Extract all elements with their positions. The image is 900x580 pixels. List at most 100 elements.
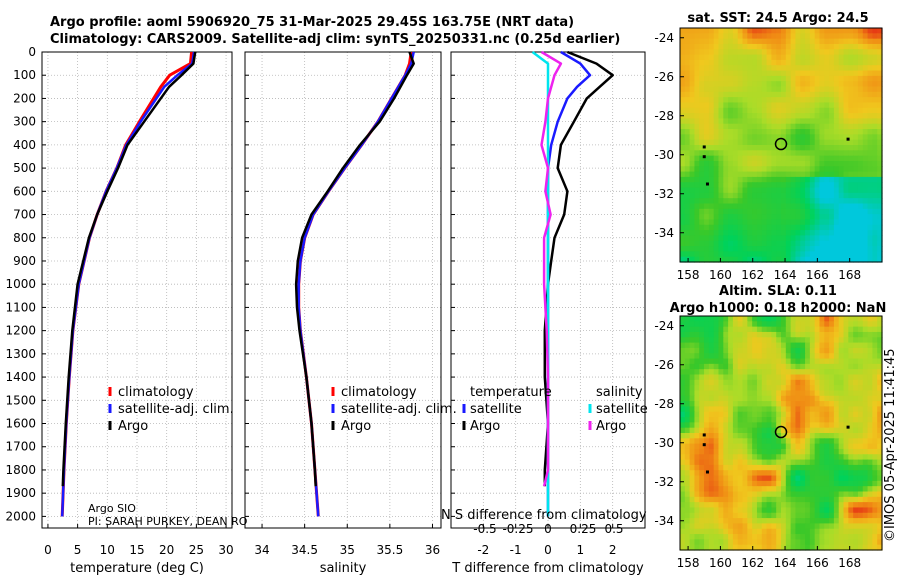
- map2-cell: [776, 422, 782, 429]
- map1-cell: [737, 224, 744, 231]
- map1-ytick-label: -32: [654, 187, 674, 201]
- map1-cell: [877, 246, 883, 252]
- map1-cell: [718, 214, 724, 221]
- map2-cell: [848, 422, 854, 429]
- map1-cell: [737, 49, 744, 56]
- map2-cell: [809, 454, 816, 461]
- map1-cell: [728, 166, 734, 173]
- map2-cell: [699, 353, 705, 360]
- map2-cell: [800, 534, 806, 540]
- map2-cell: [843, 528, 849, 535]
- map2-cell: [728, 321, 734, 328]
- map2-cell: [732, 443, 739, 450]
- map2-cell: [862, 395, 869, 402]
- map2-cell: [737, 321, 744, 328]
- map2-cell: [785, 406, 792, 413]
- p1-legend-label: climatology: [118, 385, 194, 400]
- map1-cell: [848, 230, 854, 237]
- map2-cell: [694, 331, 700, 338]
- map1-cell: [699, 38, 705, 45]
- map2-cell: [756, 523, 763, 530]
- map1-cell: [718, 139, 724, 146]
- map1-cell: [857, 150, 864, 157]
- map1-cell: [800, 54, 806, 61]
- map2-cell: [737, 331, 744, 338]
- map2-cell: [708, 422, 715, 429]
- map1-cell: [718, 113, 724, 120]
- map1-cell: [872, 155, 878, 162]
- map1-cell: [843, 113, 849, 120]
- map2-cell: [747, 470, 753, 477]
- map2-cell: [829, 470, 835, 477]
- map2-cell: [814, 443, 821, 450]
- map1-cell: [776, 160, 782, 167]
- map2-cell: [843, 342, 849, 349]
- map2-cell: [781, 390, 787, 397]
- map2-cell: [689, 443, 696, 450]
- map1-cell: [680, 240, 686, 247]
- map2-cell: [800, 342, 806, 349]
- map2-cell: [814, 523, 821, 530]
- map2-cell: [742, 422, 748, 429]
- map1-cell: [747, 107, 753, 114]
- map2-cell: [704, 427, 710, 434]
- map1-cell: [723, 235, 729, 242]
- map2-cell: [742, 427, 748, 434]
- depth-tick-label: 1400: [5, 370, 36, 384]
- map1-cell: [790, 75, 797, 82]
- map2-cell: [800, 406, 806, 413]
- map2-cell: [713, 337, 720, 344]
- map1-cell: [761, 176, 768, 183]
- map1-cell: [877, 145, 883, 151]
- map1-cell: [747, 54, 753, 61]
- map1-cell: [761, 86, 768, 93]
- map2-cell: [771, 496, 777, 503]
- map1-cell: [800, 171, 806, 178]
- map2-cell: [867, 395, 873, 402]
- map1-cell: [771, 139, 777, 146]
- map2-cell: [853, 406, 859, 413]
- map2-cell: [805, 363, 811, 370]
- map2-cell: [833, 539, 840, 546]
- map1-cell: [857, 28, 864, 34]
- map2-xtick-label: 158: [677, 556, 700, 570]
- map1-cell: [742, 256, 748, 263]
- map2-cell: [737, 507, 744, 514]
- map2-cell: [790, 390, 797, 397]
- map2-cell: [680, 385, 686, 392]
- map1-cell: [877, 54, 883, 61]
- map1-cell: [867, 43, 873, 50]
- map1-cell: [824, 251, 830, 258]
- map2-cell: [857, 406, 864, 413]
- map1-cell: [824, 107, 830, 114]
- map1-cell: [728, 251, 734, 258]
- map2-cell: [747, 443, 753, 450]
- map2-cell: [737, 347, 744, 354]
- map2-cell: [756, 486, 763, 493]
- map1-cell: [785, 214, 792, 221]
- map2-cell: [747, 406, 753, 413]
- map1-cell: [756, 160, 763, 167]
- map1-cell: [814, 230, 821, 237]
- map2-cell: [819, 464, 825, 471]
- map2-cell: [728, 528, 734, 535]
- map1-cell: [785, 208, 792, 215]
- map1-cell: [872, 86, 878, 93]
- map2-cell: [756, 417, 763, 423]
- map1-cell: [848, 166, 854, 173]
- map2-cell: [694, 486, 700, 493]
- map1-cell: [756, 192, 763, 199]
- map1-cell: [699, 97, 705, 104]
- map1-cell: [857, 155, 864, 162]
- map1-cell: [843, 155, 849, 162]
- map1-cell: [756, 97, 763, 104]
- map2-cell: [843, 486, 849, 493]
- map1-cell: [862, 28, 869, 34]
- map1-cell: [800, 208, 806, 215]
- map2-cell: [795, 475, 801, 482]
- p1-xtick-label: 20: [159, 543, 174, 557]
- map1-cell: [785, 91, 792, 98]
- map2-cell: [747, 539, 753, 546]
- map1-cell: [819, 208, 825, 215]
- map1-cell: [819, 59, 825, 66]
